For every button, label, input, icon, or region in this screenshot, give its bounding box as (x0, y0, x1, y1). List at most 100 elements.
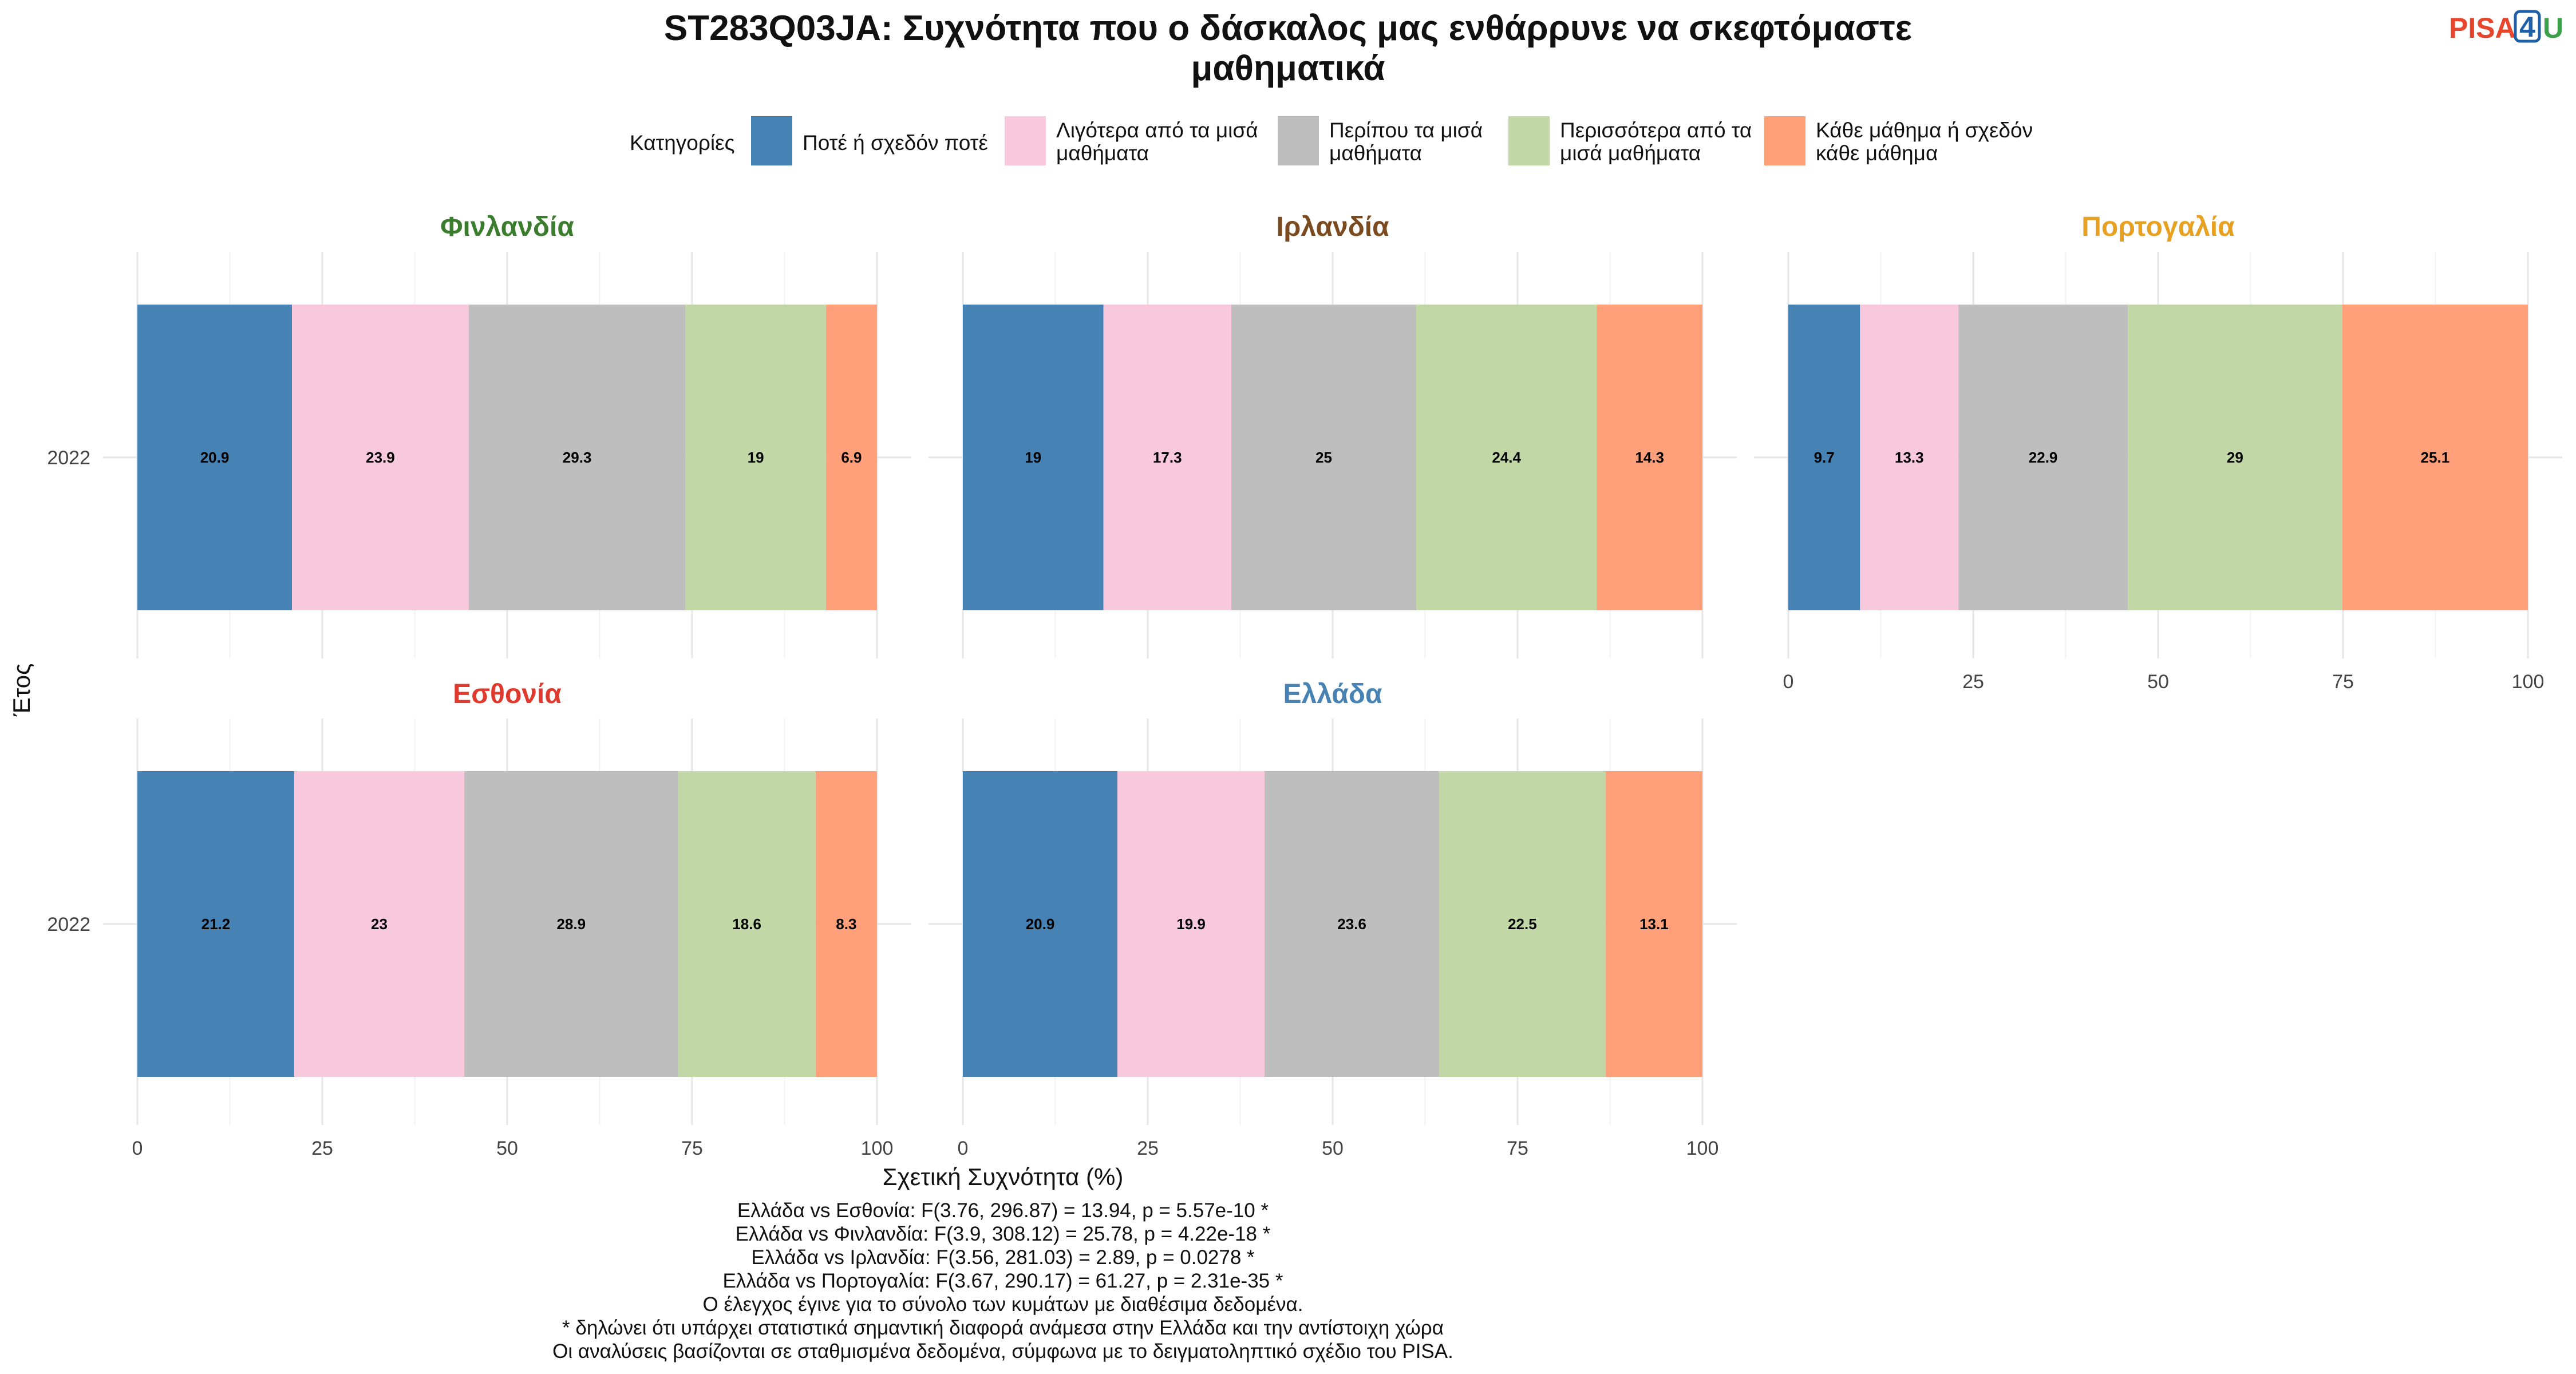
x-tick-label: 0 (958, 1138, 969, 1159)
chart-title-line2: μαθηματικά (1191, 49, 1385, 88)
legend-title: Κατηγορίες (630, 131, 734, 155)
bar-segment (678, 771, 816, 1077)
legend-label: μαθήματα (1329, 141, 1422, 165)
bar-value-label: 9.7 (1814, 449, 1835, 466)
logo-digit-box (2514, 10, 2541, 43)
bar-value-label: 20.9 (1026, 915, 1055, 933)
caption-line: Ελλάδα vs Φινλανδία: F(3.9, 308.12) = 25… (736, 1223, 1271, 1245)
bar-value-label: 23 (371, 915, 388, 933)
facet-panel: Πορτογαλία 9.7 13.3 22.9 29 25.1 0 25 50 75 100 (1754, 212, 2562, 693)
x-tick-label: 75 (2332, 671, 2354, 693)
bar-segment (825, 305, 877, 610)
facet-panel: Ιρλανδία 19 17.3 25 24.4 14.3 (929, 212, 1737, 658)
x-tick-label: 50 (1322, 1138, 1344, 1159)
bar-segment (1860, 305, 1959, 610)
bar-value-label: 20.9 (200, 449, 230, 466)
pisa4u-logo: PISA (2449, 12, 2516, 44)
bar-value-label: 6.9 (841, 449, 862, 466)
x-tick-label: 75 (1507, 1138, 1528, 1159)
bar-value-label: 8.3 (836, 915, 856, 933)
bar-segment (963, 305, 1104, 610)
x-tick-label: 25 (311, 1138, 333, 1159)
x-tick-label: 100 (2512, 671, 2545, 693)
bar-value-label: 19 (1025, 449, 1041, 466)
bar-segment (815, 771, 877, 1077)
bar-segment (464, 771, 678, 1077)
legend: Κατηγορίες Ποτέ ή σχεδόν ποτέ Λιγότερα από… (630, 116, 2033, 165)
x-tick-label: 25 (1137, 1138, 1159, 1159)
bar-value-label: 17.3 (1153, 449, 1182, 466)
y-tick-label: 2022 (47, 447, 90, 469)
bar-value-label: 25.1 (2421, 449, 2450, 466)
bar-segment (1265, 771, 1440, 1077)
bar-value-label: 21.2 (202, 915, 231, 933)
x-tick-label: 0 (1783, 671, 1794, 693)
legend-label: κάθε μάθημα (1816, 141, 1938, 165)
bar-segment (468, 305, 686, 610)
legend-key (751, 116, 792, 165)
y-tick-label: 2022 (47, 914, 90, 935)
bar-segment (2342, 305, 2528, 610)
bar-segment (1958, 305, 2128, 610)
facet-panel: Ελλάδα 20.9 19.9 23.6 22.5 13.1 0 25 50 75 100 (929, 679, 1737, 1159)
bar-value-label: 19.9 (1176, 915, 1206, 933)
bar-segment (685, 305, 826, 610)
bar-value-label: 19 (748, 449, 764, 466)
x-tick-label: 100 (861, 1138, 894, 1159)
legend-key (1005, 116, 1046, 165)
bar-segment (137, 305, 293, 610)
bar-value-label: 29.3 (563, 449, 592, 466)
caption-line: Ο έλεγχος έγινε για το σύνολο των κυμάτω… (703, 1293, 1303, 1316)
facet-title: Ιρλανδία (1276, 212, 1389, 242)
caption-line: Ελλάδα vs Εσθονία: F(3.76, 296.87) = 13.… (737, 1199, 1269, 1222)
legend-label: Περισσότερα από τα (1560, 119, 1752, 142)
legend-key (1278, 116, 1319, 165)
bar-value-label: 29 (2227, 449, 2243, 466)
facet-panel: Φινλανδία 20.9 23.9 29.3 19 6.9 2022 (47, 212, 911, 658)
bar-value-label: 24.4 (1492, 449, 1521, 466)
bar-segment (292, 305, 469, 610)
bar-segment (1117, 771, 1265, 1077)
bar-value-label: 28.9 (556, 915, 586, 933)
facet-title: Πορτογαλία (2081, 212, 2235, 242)
logo-text-u: U (2543, 12, 2563, 44)
caption-line: Ελλάδα vs Ιρλανδία: F(3.56, 281.03) = 2.… (751, 1246, 1255, 1269)
caption-line: Οι αναλύσεις βασίζονται σε σταθμισμένα δ… (552, 1340, 1453, 1363)
bar-segment (1597, 305, 1702, 610)
legend-key (1764, 116, 1805, 165)
facet-panel: Εσθονία 21.2 23 28.9 18.6 8.3 2022 0 25 50 75 100 (47, 679, 911, 1159)
x-tick-label: 75 (681, 1138, 703, 1159)
y-axis-title: Έτος (8, 664, 35, 717)
x-tick-label: 100 (1686, 1138, 1719, 1159)
logo-text-pisa: PISA (2449, 12, 2516, 44)
caption-line: * δηλώνει ότι υπάρχει στατιστικά σημαντι… (562, 1317, 1444, 1339)
bar-segment (963, 771, 1118, 1077)
bar-segment (1103, 305, 1231, 610)
bar-segment (1231, 305, 1416, 610)
x-tick-label: 25 (1962, 671, 1984, 693)
x-tick-label: 0 (132, 1138, 143, 1159)
bar-segment (137, 771, 294, 1077)
facet-title: Φινλανδία (440, 212, 574, 242)
x-axis-title: Σχετική Συχνότητα (%) (883, 1163, 1124, 1190)
logo-text-digit: 4 (2519, 11, 2535, 43)
bar-segment (294, 771, 465, 1077)
bar-segment (1416, 305, 1597, 610)
bar-value-label: 22.9 (2029, 449, 2058, 466)
facets: Φινλανδία 20.9 23.9 29.3 19 6.9 2022 Ιρλανδία 19… (47, 212, 2562, 1159)
bar-value-label: 13.3 (1895, 449, 1924, 466)
bar-value-label: 23.9 (366, 449, 395, 466)
bar-value-label: 14.3 (1635, 449, 1664, 466)
legend-label: μισά μαθήματα (1560, 141, 1701, 165)
x-tick-label: 50 (2147, 671, 2169, 693)
bar-value-label: 22.5 (1508, 915, 1537, 933)
chart-title-line1: ST283Q03JA: Συχνότητα που ο δάσκαλος μας… (664, 9, 1912, 48)
bar-value-label: 13.1 (1639, 915, 1669, 933)
bar-value-label: 18.6 (732, 915, 761, 933)
caption: Ελλάδα vs Εσθονία: F(3.76, 296.87) = 13.… (552, 1199, 1453, 1363)
caption-line: Ελλάδα vs Πορτογαλία: F(3.67, 290.17) = … (723, 1270, 1283, 1292)
